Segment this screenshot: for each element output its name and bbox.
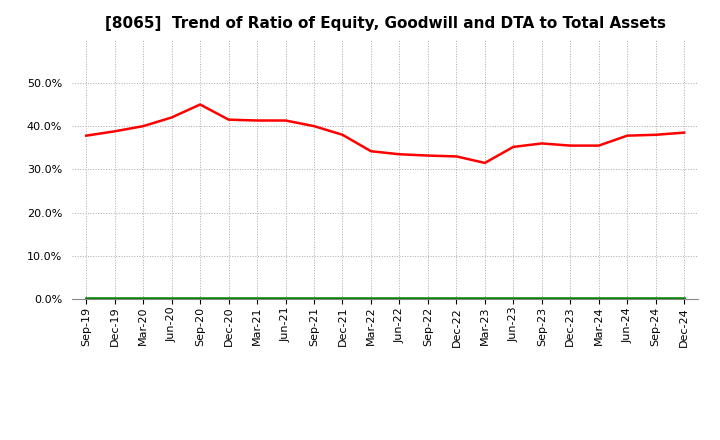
Deferred Tax Assets (395, 296, 404, 301)
Goodwill (253, 297, 261, 302)
Deferred Tax Assets (680, 296, 688, 301)
Deferred Tax Assets (310, 296, 318, 301)
Equity (196, 102, 204, 107)
Goodwill (338, 297, 347, 302)
Goodwill (110, 297, 119, 302)
Deferred Tax Assets (338, 296, 347, 301)
Equity (139, 124, 148, 129)
Goodwill (680, 297, 688, 302)
Goodwill (196, 297, 204, 302)
Deferred Tax Assets (423, 296, 432, 301)
Deferred Tax Assets (110, 296, 119, 301)
Goodwill (595, 297, 603, 302)
Goodwill (225, 297, 233, 302)
Deferred Tax Assets (167, 296, 176, 301)
Equity (167, 115, 176, 120)
Equity (395, 152, 404, 157)
Deferred Tax Assets (253, 296, 261, 301)
Equity (82, 133, 91, 138)
Goodwill (395, 297, 404, 302)
Goodwill (310, 297, 318, 302)
Equity (480, 160, 489, 165)
Goodwill (167, 297, 176, 302)
Goodwill (652, 297, 660, 302)
Goodwill (366, 297, 375, 302)
Deferred Tax Assets (537, 296, 546, 301)
Equity (537, 141, 546, 146)
Deferred Tax Assets (595, 296, 603, 301)
Equity (595, 143, 603, 148)
Equity (509, 144, 518, 150)
Deferred Tax Assets (196, 296, 204, 301)
Equity (652, 132, 660, 137)
Deferred Tax Assets (623, 296, 631, 301)
Equity (423, 153, 432, 158)
Equity (623, 133, 631, 138)
Goodwill (509, 297, 518, 302)
Goodwill (623, 297, 631, 302)
Deferred Tax Assets (652, 296, 660, 301)
Equity (282, 118, 290, 123)
Goodwill (480, 297, 489, 302)
Goodwill (566, 297, 575, 302)
Goodwill (452, 297, 461, 302)
Deferred Tax Assets (566, 296, 575, 301)
Equity (310, 124, 318, 129)
Title: [8065]  Trend of Ratio of Equity, Goodwill and DTA to Total Assets: [8065] Trend of Ratio of Equity, Goodwil… (104, 16, 666, 32)
Equity (566, 143, 575, 148)
Equity (452, 154, 461, 159)
Goodwill (423, 297, 432, 302)
Deferred Tax Assets (509, 296, 518, 301)
Equity (225, 117, 233, 122)
Equity (680, 130, 688, 135)
Deferred Tax Assets (282, 296, 290, 301)
Equity (366, 149, 375, 154)
Deferred Tax Assets (480, 296, 489, 301)
Line: Equity: Equity (86, 104, 684, 163)
Equity (253, 118, 261, 123)
Deferred Tax Assets (225, 296, 233, 301)
Equity (338, 132, 347, 137)
Deferred Tax Assets (139, 296, 148, 301)
Goodwill (537, 297, 546, 302)
Equity (110, 128, 119, 134)
Goodwill (82, 297, 91, 302)
Deferred Tax Assets (452, 296, 461, 301)
Goodwill (139, 297, 148, 302)
Goodwill (282, 297, 290, 302)
Deferred Tax Assets (82, 296, 91, 301)
Deferred Tax Assets (366, 296, 375, 301)
